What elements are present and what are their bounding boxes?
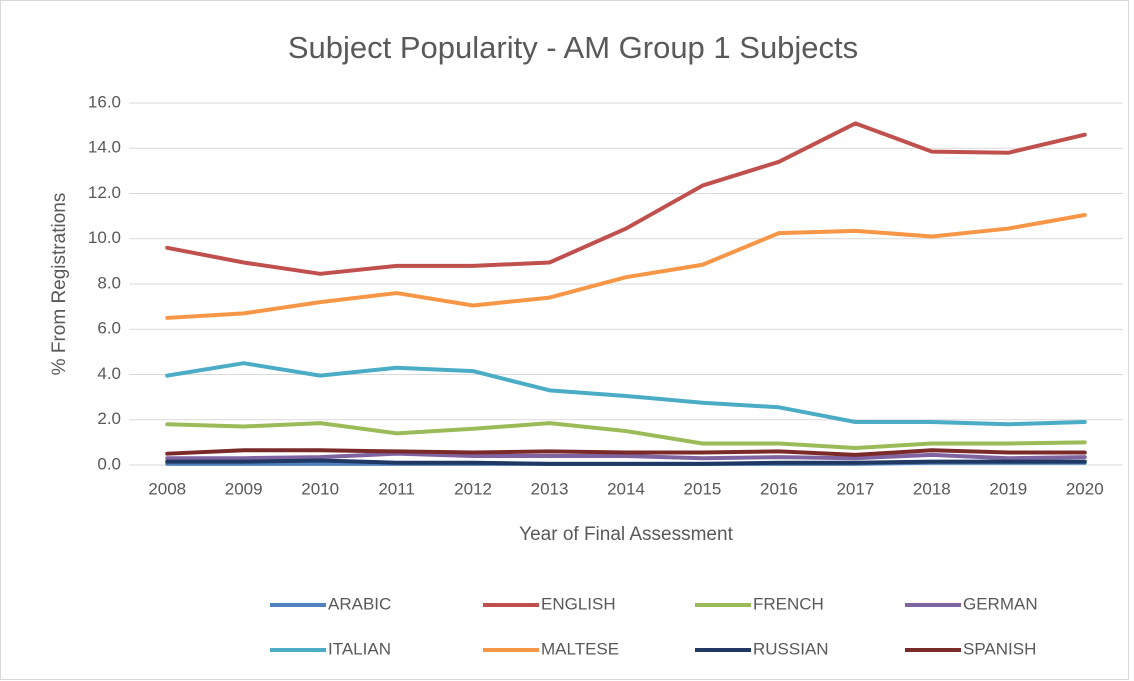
x-tick-label: 2018 xyxy=(913,479,951,498)
legend-label: FRENCH xyxy=(753,594,824,613)
series-line xyxy=(165,451,1087,461)
legend-label: ITALIAN xyxy=(328,639,391,658)
x-tick-label: 2015 xyxy=(684,479,722,498)
y-tick-label: 16.0 xyxy=(88,92,121,111)
y-tick-label: 12.0 xyxy=(88,183,121,202)
legend-label: ENGLISH xyxy=(541,594,616,613)
x-tick-label: 2011 xyxy=(378,479,415,498)
chart-title: Subject Popularity - AM Group 1 Subjects xyxy=(288,30,858,65)
x-tick-label: 2008 xyxy=(148,479,186,498)
x-tick-label: 2019 xyxy=(989,479,1027,498)
y-tick-label: 2.0 xyxy=(97,409,121,428)
series-line xyxy=(165,458,1087,466)
y-axis-title: % From Registrations xyxy=(49,193,70,376)
legend-label: RUSSIAN xyxy=(753,639,829,658)
series-line xyxy=(165,212,1087,320)
legend-label: GERMAN xyxy=(963,594,1038,613)
x-tick-label: 2016 xyxy=(760,479,798,498)
y-tick-label: 4.0 xyxy=(97,364,121,383)
x-axis-title: Year of Final Assessment xyxy=(519,524,733,545)
x-tick-label: 2009 xyxy=(225,479,263,498)
y-tick-label: 0.0 xyxy=(97,454,121,473)
series-line xyxy=(165,121,1087,276)
legend-label: ARABIC xyxy=(328,594,391,613)
y-tick-label: 6.0 xyxy=(97,319,121,338)
legend-label: SPANISH xyxy=(963,639,1036,658)
x-tick-label: 2014 xyxy=(607,479,645,498)
x-tick-label: 2012 xyxy=(454,479,492,498)
series-line xyxy=(165,421,1087,451)
y-tick-label: 10.0 xyxy=(88,228,121,247)
y-tick-label: 8.0 xyxy=(97,273,121,292)
x-tick-label: 2013 xyxy=(531,479,569,498)
x-tick-label: 2017 xyxy=(836,479,874,498)
series-line xyxy=(165,361,1087,427)
series-line xyxy=(165,448,1087,457)
y-tick-label: 14.0 xyxy=(88,138,121,157)
legend-label: MALTESE xyxy=(541,639,619,658)
x-tick-label: 2010 xyxy=(301,479,339,498)
x-tick-label: 2020 xyxy=(1066,479,1104,498)
